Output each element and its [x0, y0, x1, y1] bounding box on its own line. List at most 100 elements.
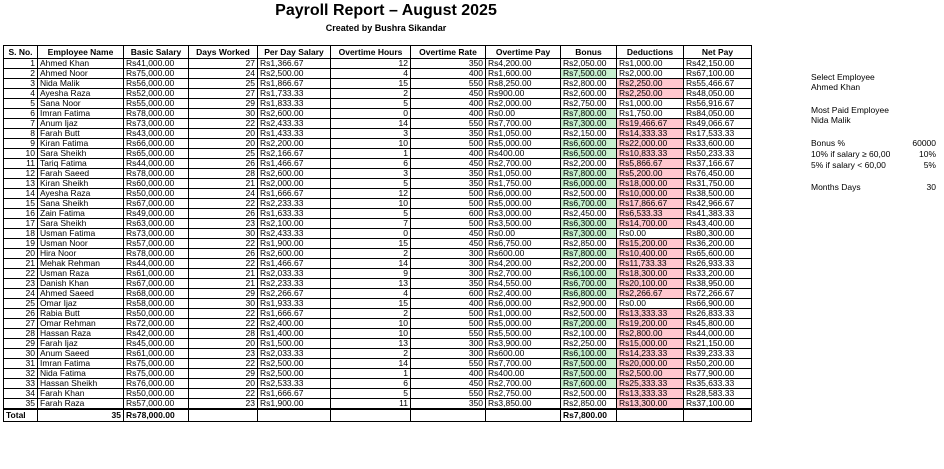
cell-overtime-pay[interactable]: Rs3,850.00 — [485, 398, 561, 410]
cell-basic-salary[interactable]: Rs43,000.00 — [123, 128, 189, 139]
cell-overtime-pay[interactable]: Rs3,500.00 — [485, 218, 561, 229]
cell-overtime-rate[interactable]: 500 — [410, 138, 486, 149]
cell-sno[interactable]: 31 — [3, 358, 38, 369]
cell-days-worked[interactable]: 21 — [188, 178, 258, 189]
cell-overtime-hours[interactable]: 12 — [330, 58, 411, 69]
cell-net-pay[interactable]: Rs41,383.33 — [683, 208, 752, 219]
cell-days-worked[interactable]: 21 — [188, 278, 258, 289]
cell-net-pay[interactable]: Rs84,050.00 — [683, 108, 752, 119]
cell-bonus[interactable]: Rs7,300.00 — [560, 228, 617, 239]
cell-overtime-pay[interactable]: Rs0.00 — [485, 108, 561, 119]
cell-employee-name[interactable]: Farah Saeed — [37, 168, 124, 179]
cell-deductions[interactable]: Rs6,533.33 — [616, 208, 684, 219]
cell-net-pay[interactable]: Rs42,150.00 — [683, 58, 752, 69]
cell-overtime-hours[interactable]: 15 — [330, 298, 411, 309]
cell-sno[interactable]: 15 — [3, 198, 38, 209]
cell-overtime-rate[interactable]: 400 — [410, 108, 486, 119]
cell-per-day-salary[interactable]: Rs1,466.67 — [257, 158, 331, 169]
cell-sno[interactable]: 13 — [3, 178, 38, 189]
cell-sno[interactable]: 5 — [3, 98, 38, 109]
cell-overtime-pay[interactable]: Rs1,600.00 — [485, 68, 561, 79]
cell-deductions[interactable]: Rs2,800.00 — [616, 328, 684, 339]
cell-deductions[interactable]: Rs10,400.00 — [616, 248, 684, 259]
cell-per-day-salary[interactable]: Rs1,900.00 — [257, 238, 331, 249]
cell-employee-name[interactable]: Farah Raza — [37, 398, 124, 410]
cell-overtime-hours[interactable]: 5 — [330, 98, 411, 109]
cell-deductions[interactable]: Rs2,000.00 — [616, 68, 684, 79]
cell-overtime-pay[interactable]: Rs400.00 — [485, 368, 561, 379]
cell-overtime-pay[interactable]: Rs5,500.00 — [485, 328, 561, 339]
cell-overtime-pay[interactable]: Rs5,000.00 — [485, 318, 561, 329]
cell-bonus[interactable]: Rs2,250.00 — [560, 338, 617, 349]
cell-sno[interactable]: 28 — [3, 328, 38, 339]
cell-basic-salary[interactable]: Rs72,000.00 — [123, 318, 189, 329]
cell-bonus[interactable]: Rs6,300.00 — [560, 218, 617, 229]
cell-sno[interactable]: 33 — [3, 378, 38, 389]
cell-bonus[interactable]: Rs6,600.00 — [560, 138, 617, 149]
cell-days-worked[interactable]: 30 — [188, 108, 258, 119]
cell-overtime-hours[interactable]: 1 — [330, 148, 411, 159]
cell-bonus[interactable]: Rs7,800.00 — [560, 108, 617, 119]
cell-employee-name[interactable]: Ayesha Raza — [37, 188, 124, 199]
total-empty-cell[interactable] — [616, 408, 684, 422]
cell-days-worked[interactable]: 23 — [188, 398, 258, 410]
cell-bonus[interactable]: Rs2,900.00 — [560, 298, 617, 309]
header-basic-salary[interactable]: Basic Salary — [123, 45, 189, 59]
cell-employee-name[interactable]: Farah Butt — [37, 128, 124, 139]
cell-per-day-salary[interactable]: Rs2,433.33 — [257, 228, 331, 239]
cell-overtime-pay[interactable]: Rs400.00 — [485, 148, 561, 159]
cell-per-day-salary[interactable]: Rs2,433.33 — [257, 118, 331, 129]
cell-overtime-pay[interactable]: Rs4,550.00 — [485, 278, 561, 289]
cell-overtime-hours[interactable]: 7 — [330, 218, 411, 229]
cell-basic-salary[interactable]: Rs61,000.00 — [123, 348, 189, 359]
cell-sno[interactable]: 24 — [3, 288, 38, 299]
cell-basic-salary[interactable]: Rs78,000.00 — [123, 168, 189, 179]
cell-net-pay[interactable]: Rs66,900.00 — [683, 298, 752, 309]
cell-bonus[interactable]: Rs7,300.00 — [560, 118, 617, 129]
cell-overtime-rate[interactable]: 550 — [410, 328, 486, 339]
cell-sno[interactable]: 17 — [3, 218, 38, 229]
cell-overtime-pay[interactable]: Rs1,050.00 — [485, 168, 561, 179]
cell-per-day-salary[interactable]: Rs2,400.00 — [257, 318, 331, 329]
total-bonus[interactable]: Rs7,800.00 — [560, 408, 617, 422]
cell-employee-name[interactable]: Usman Raza — [37, 268, 124, 279]
months-days-value[interactable]: 30 — [926, 182, 936, 192]
cell-net-pay[interactable]: Rs37,100.00 — [683, 398, 752, 410]
header-sno[interactable]: S. No. — [3, 45, 38, 59]
cell-sno[interactable]: 30 — [3, 348, 38, 359]
total-label[interactable]: Total — [3, 408, 38, 422]
cell-basic-salary[interactable]: Rs78,000.00 — [123, 248, 189, 259]
cell-days-worked[interactable]: 29 — [188, 98, 258, 109]
cell-sno[interactable]: 27 — [3, 318, 38, 329]
cell-overtime-hours[interactable]: 6 — [330, 158, 411, 169]
cell-deductions[interactable]: Rs10,000.00 — [616, 188, 684, 199]
cell-deductions[interactable]: Rs19,200.00 — [616, 318, 684, 329]
cell-overtime-rate[interactable]: 500 — [410, 198, 486, 209]
header-employee-name[interactable]: Employee Name — [37, 45, 124, 59]
cell-employee-name[interactable]: Farah Ijaz — [37, 338, 124, 349]
cell-basic-salary[interactable]: Rs42,000.00 — [123, 328, 189, 339]
cell-deductions[interactable]: Rs1,000.00 — [616, 58, 684, 69]
cell-sno[interactable]: 16 — [3, 208, 38, 219]
cell-net-pay[interactable]: Rs36,200.00 — [683, 238, 752, 249]
cell-deductions[interactable]: Rs5,866.67 — [616, 158, 684, 169]
total-basic-salary[interactable]: Rs78,000.00 — [123, 408, 189, 422]
cell-overtime-hours[interactable]: 14 — [330, 118, 411, 129]
cell-overtime-rate[interactable]: 350 — [410, 278, 486, 289]
cell-days-worked[interactable]: 25 — [188, 148, 258, 159]
cell-overtime-hours[interactable]: 15 — [330, 78, 411, 89]
cell-overtime-rate[interactable]: 300 — [410, 248, 486, 259]
cell-deductions[interactable]: Rs1,750.00 — [616, 108, 684, 119]
cell-per-day-salary[interactable]: Rs1,633.33 — [257, 208, 331, 219]
cell-sno[interactable]: 35 — [3, 398, 38, 410]
cell-overtime-rate[interactable]: 300 — [410, 338, 486, 349]
cell-net-pay[interactable]: Rs26,933.33 — [683, 258, 752, 269]
cell-overtime-pay[interactable]: Rs7,700.00 — [485, 118, 561, 129]
cell-net-pay[interactable]: Rs50,233.33 — [683, 148, 752, 159]
cell-deductions[interactable]: Rs20,000.00 — [616, 358, 684, 369]
cell-net-pay[interactable]: Rs77,900.00 — [683, 368, 752, 379]
cell-overtime-rate[interactable]: 550 — [410, 358, 486, 369]
cell-days-worked[interactable]: 27 — [188, 58, 258, 69]
cell-employee-name[interactable]: Hira Noor — [37, 248, 124, 259]
cell-net-pay[interactable]: Rs76,450.00 — [683, 168, 752, 179]
